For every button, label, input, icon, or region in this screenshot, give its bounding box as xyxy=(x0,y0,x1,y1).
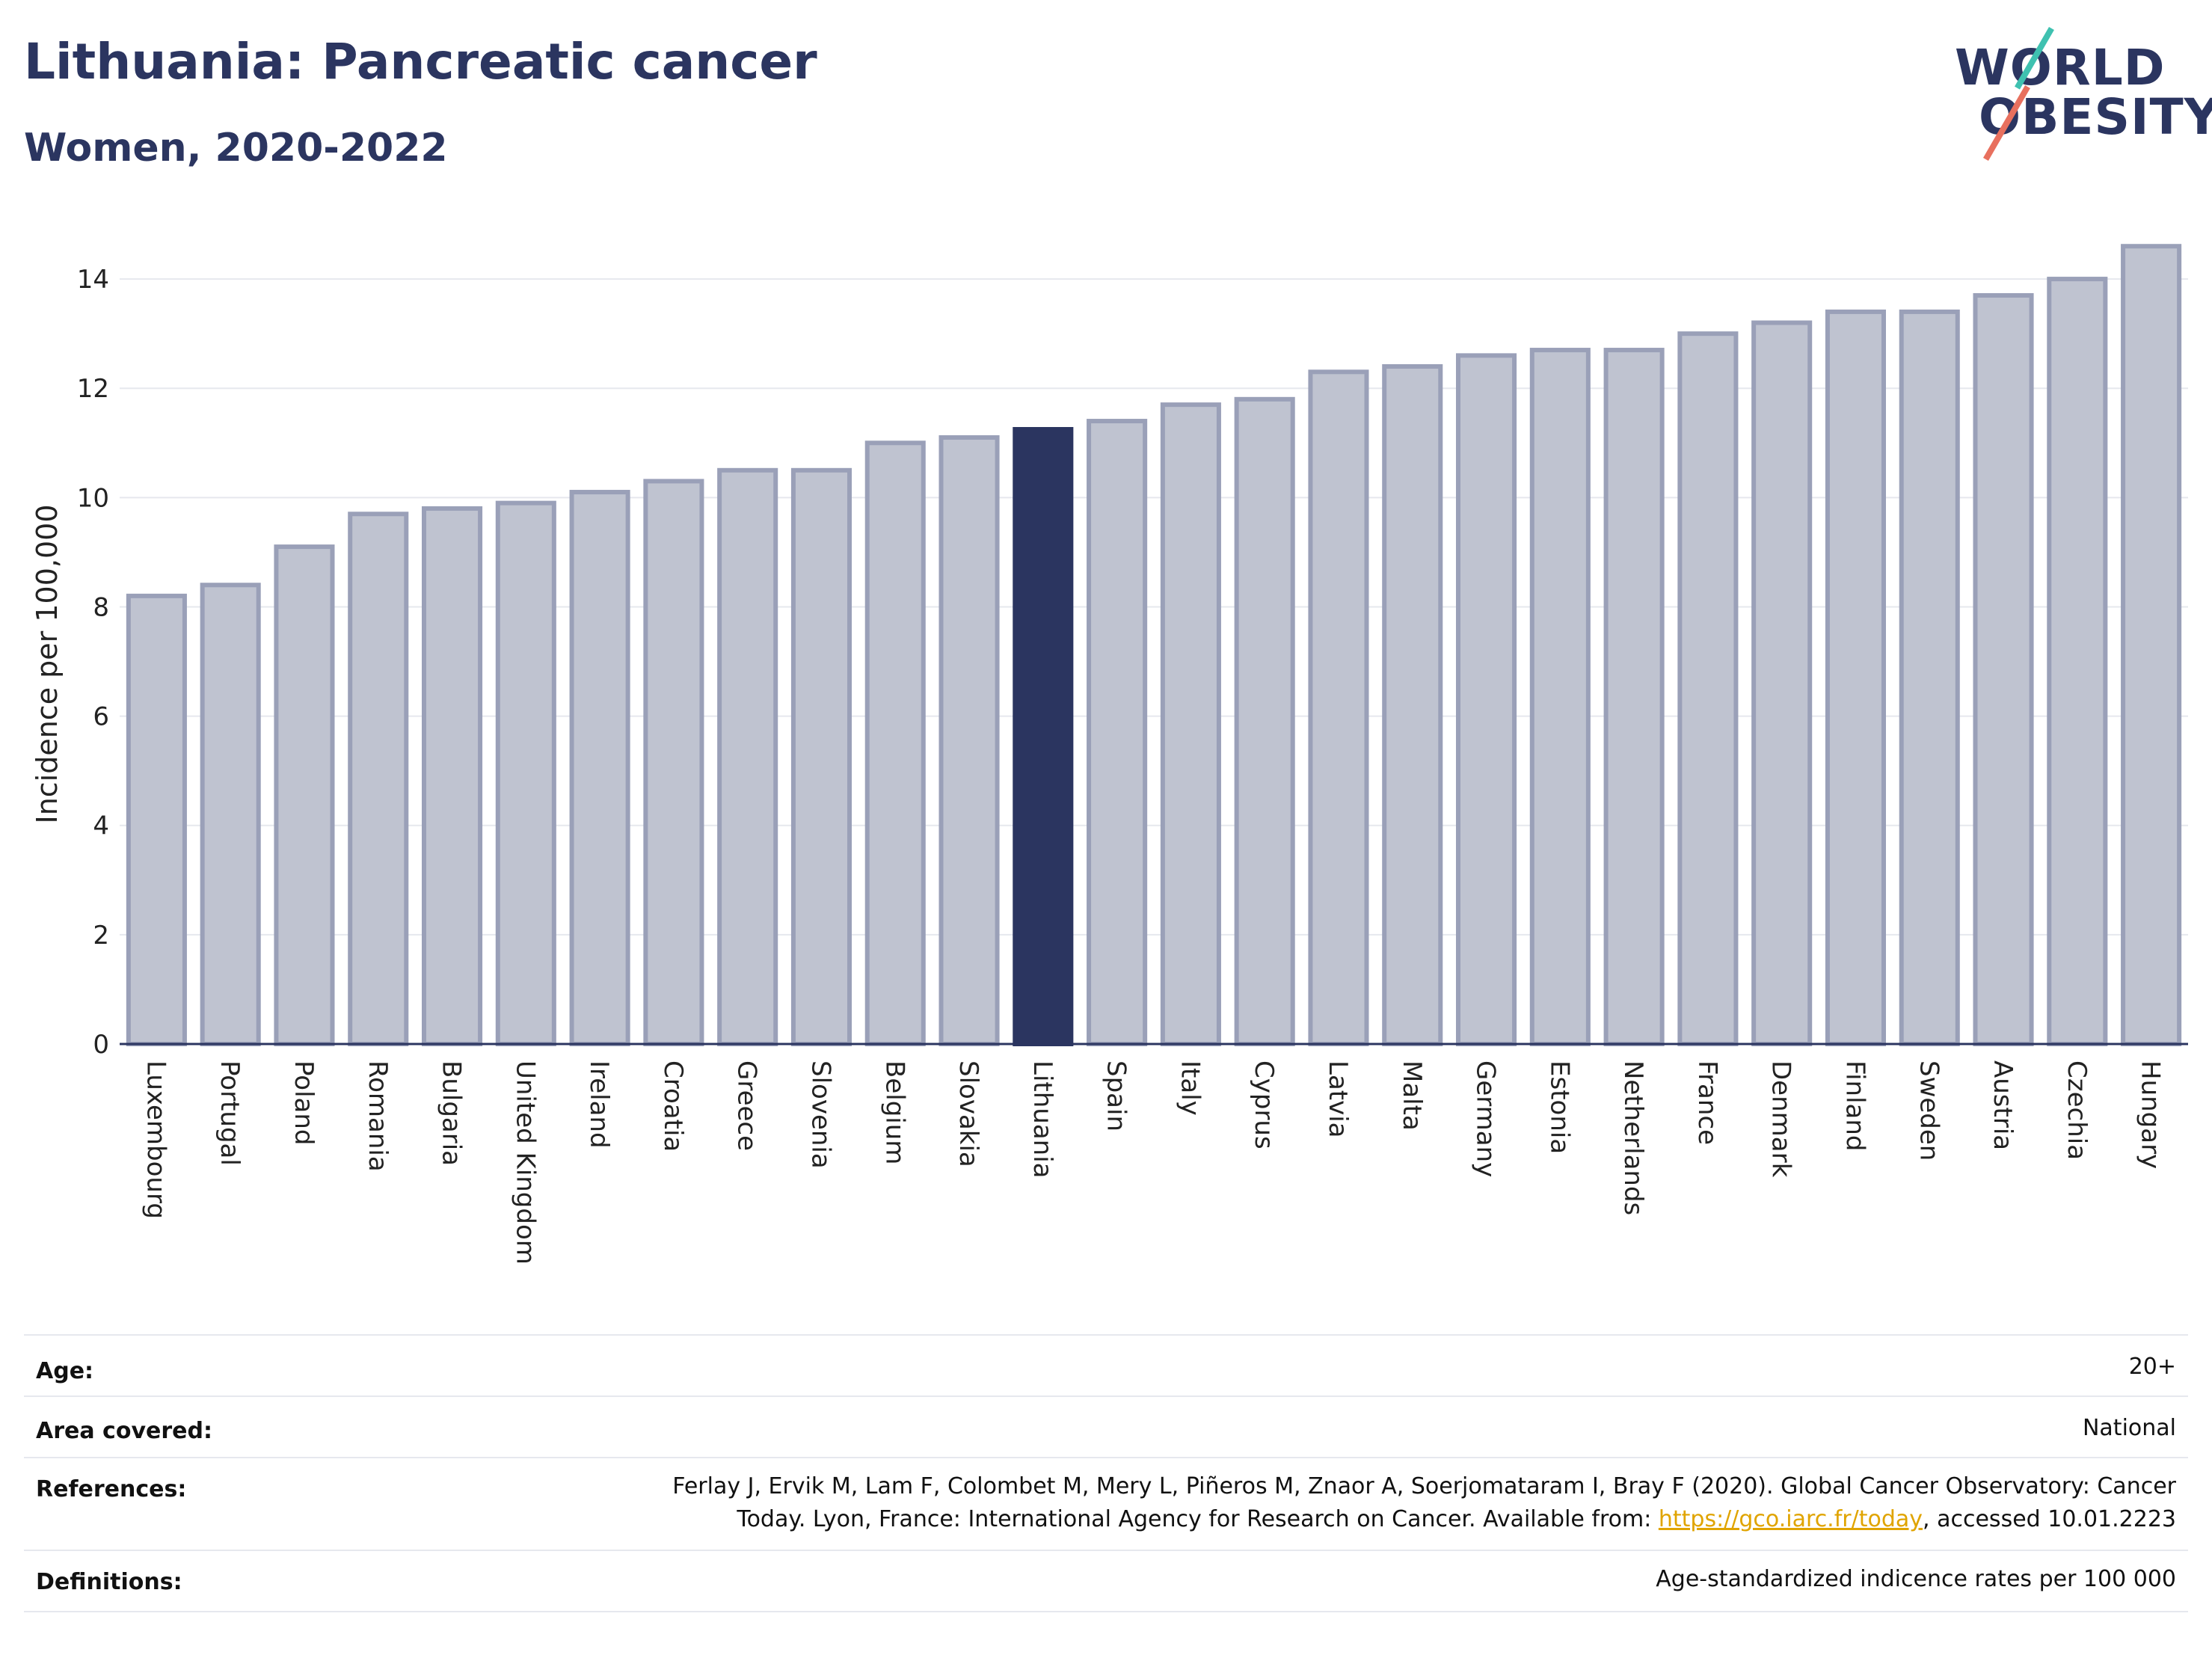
bar-denmark xyxy=(1751,320,1813,1046)
bar-luxembourg xyxy=(126,593,187,1046)
bar-france xyxy=(1677,331,1739,1046)
references-key: References: xyxy=(36,1476,187,1502)
x-tick-label: Germany xyxy=(1471,1060,1501,1177)
y-tick-label: 0 xyxy=(93,1030,109,1060)
x-tick-label: Romania xyxy=(363,1060,393,1172)
x-tick-label: Ireland xyxy=(584,1060,614,1149)
bar-poland xyxy=(274,544,335,1046)
y-tick-label: 6 xyxy=(93,702,109,732)
bar-croatia xyxy=(643,479,704,1046)
x-tick-label: Greece xyxy=(732,1060,762,1151)
x-tick-label: Slovakia xyxy=(953,1060,983,1167)
references-line2-post: , accessed 10.01.2223 xyxy=(1923,1506,2176,1532)
x-tick-label: Luxembourg xyxy=(141,1060,170,1219)
page-title: Lithuania: Pancreatic cancer xyxy=(24,33,817,90)
world-obesity-logo: WORLD OBESITY xyxy=(1944,22,2212,161)
y-tick-label: 4 xyxy=(93,811,109,841)
definitions-key: Definitions: xyxy=(36,1569,182,1595)
bar-belgium xyxy=(864,440,926,1046)
x-tick-label: Malta xyxy=(1397,1060,1427,1131)
x-tick-label: Austria xyxy=(1988,1060,2018,1150)
bar-romania xyxy=(348,512,409,1046)
meta-row-age: Age: 20+ xyxy=(24,1334,2188,1397)
y-tick-label: 8 xyxy=(93,592,109,622)
references-line1: Ferlay J, Ervik M, Lam F, Colombet M, Me… xyxy=(672,1473,2176,1499)
references-line2-pre: Today. Lyon, France: International Agenc… xyxy=(737,1506,1659,1532)
x-tick-label: Slovenia xyxy=(805,1060,835,1169)
bar-netherlands xyxy=(1603,348,1665,1046)
references-line2: Today. Lyon, France: International Agenc… xyxy=(672,1503,2176,1536)
x-axis-labels: Luxembourg Portugal Poland Romania Bulgaria U… xyxy=(141,1060,2165,1265)
bar-cyprus xyxy=(1234,396,1295,1046)
y-tick-label: 12 xyxy=(77,374,109,404)
bar-czechia xyxy=(2047,277,2108,1047)
x-tick-label: Belgium xyxy=(879,1060,909,1164)
x-tick-label: Finland xyxy=(1840,1060,1870,1152)
references-link[interactable]: https://gco.iarc.fr/today xyxy=(1658,1506,1923,1532)
x-tick-label: Hungary xyxy=(2136,1060,2166,1169)
x-tick-label: Italy xyxy=(1175,1060,1205,1116)
definitions-value: Age-standardized indicence rates per 100… xyxy=(1656,1566,2176,1592)
x-tick-label: France xyxy=(1692,1060,1722,1145)
x-tick-label: Czechia xyxy=(2062,1060,2092,1160)
metadata-table: Age: 20+ Area covered: National Referenc… xyxy=(24,1334,2188,1618)
bar-slovakia xyxy=(938,435,1000,1046)
age-key: Age: xyxy=(36,1358,94,1384)
bar-ireland xyxy=(569,490,630,1046)
references-value: Ferlay J, Ervik M, Lam F, Colombet M, Me… xyxy=(672,1470,2176,1536)
bar-latvia xyxy=(1308,369,1369,1046)
logo-line1: WORLD xyxy=(1955,39,2166,96)
x-tick-label: Estonia xyxy=(1544,1060,1574,1154)
bar-germany xyxy=(1455,353,1517,1046)
page-subtitle: Women, 2020-2022 xyxy=(24,126,448,171)
y-tick-label: 10 xyxy=(77,483,109,513)
meta-row-area: Area covered: National xyxy=(24,1395,2188,1458)
x-tick-label: Sweden xyxy=(1914,1060,1944,1161)
bar-italy xyxy=(1160,402,1221,1046)
bar-slovenia xyxy=(790,467,852,1046)
bar-united-kingdom xyxy=(495,500,556,1046)
bar-sweden xyxy=(1899,309,1960,1046)
area-key: Area covered: xyxy=(36,1418,212,1444)
x-tick-label: Portugal xyxy=(215,1060,245,1166)
area-value: National xyxy=(2082,1415,2176,1441)
bars xyxy=(126,244,2182,1047)
y-tick-label: 2 xyxy=(93,921,109,951)
x-tick-label: Netherlands xyxy=(1618,1060,1648,1215)
meta-row-definitions: Definitions: Age-standardized indicence … xyxy=(24,1550,2188,1612)
bar-finland xyxy=(1825,309,1887,1046)
x-tick-label: Cyprus xyxy=(1249,1060,1279,1149)
x-tick-label: Croatia xyxy=(658,1060,688,1152)
x-tick-label: Poland xyxy=(289,1060,319,1146)
bar-hungary xyxy=(2121,244,2182,1046)
y-axis-ticks: 0 2 4 6 8 10 12 14 xyxy=(77,265,109,1060)
x-tick-label: Spain xyxy=(1102,1060,1131,1132)
bar-lithuania xyxy=(1013,427,1074,1046)
bar-bulgaria xyxy=(421,506,483,1046)
x-tick-label: United Kingdom xyxy=(510,1060,540,1265)
bar-portugal xyxy=(200,583,261,1046)
bar-estonia xyxy=(1529,348,1591,1046)
bar-austria xyxy=(1973,292,2034,1046)
x-tick-label: Lithuania xyxy=(1027,1060,1057,1178)
x-tick-label: Bulgaria xyxy=(437,1060,467,1166)
meta-row-references: References: Ferlay J, Ervik M, Lam F, Co… xyxy=(24,1457,2188,1551)
x-tick-label: Latvia xyxy=(1323,1060,1353,1138)
y-axis-label: Incidence per 100,000 xyxy=(31,504,64,823)
age-value: 20+ xyxy=(2128,1354,2176,1380)
bar-spain xyxy=(1087,419,1148,1046)
bar-greece xyxy=(717,467,778,1046)
x-tick-label: Denmark xyxy=(1766,1060,1796,1178)
y-tick-label: 14 xyxy=(77,265,109,295)
bar-malta xyxy=(1382,363,1443,1046)
bar-chart: 0 2 4 6 8 10 12 14 Luxembourg Portugal Poland Roma… xyxy=(31,244,2188,1265)
